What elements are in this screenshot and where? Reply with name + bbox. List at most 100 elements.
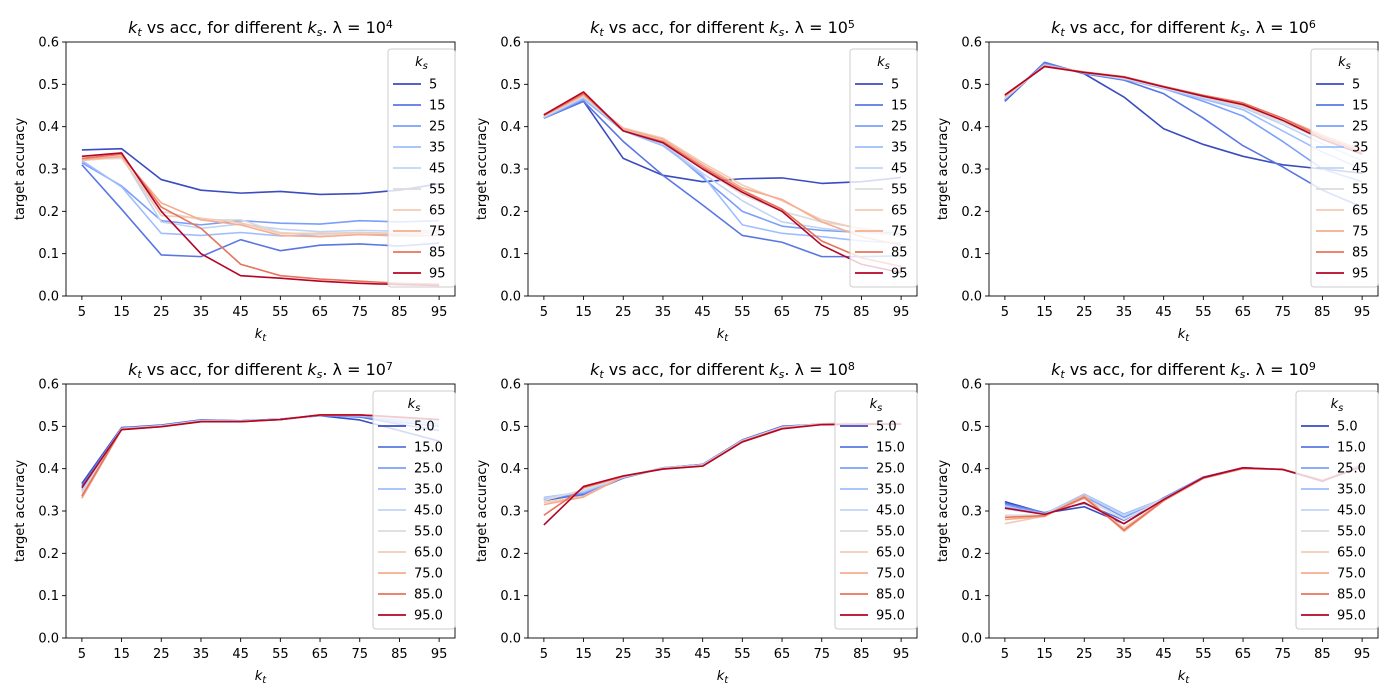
legend-label: 35.0: [414, 483, 443, 498]
chart-title: kt vs acc, for different ks. λ = 104: [128, 18, 393, 39]
x-tick-label: 85: [853, 647, 870, 662]
x-axis-label: kt: [255, 327, 268, 344]
x-axis-label-sub: t: [262, 333, 267, 344]
legend-label: 15.0: [1337, 441, 1366, 456]
legend-label: 95.0: [1337, 609, 1366, 624]
legend-box: [849, 48, 918, 288]
series-line-9: [1004, 65, 1363, 155]
legend-box: [834, 390, 918, 630]
legend-label: 45: [429, 162, 446, 177]
legend-label: 25.0: [414, 462, 443, 477]
x-tick-label: 25: [153, 305, 170, 320]
legend-label: 15: [429, 99, 446, 114]
y-tick-label: 0.2: [961, 205, 982, 220]
title-part-title-mid: vs acc, for different: [1065, 18, 1231, 37]
y-tick-label: 0.1: [500, 247, 521, 262]
title-part-title-sub: t: [137, 368, 142, 381]
x-axis-label-sub: t: [724, 333, 729, 344]
y-axis-label: target accuracy: [936, 118, 951, 221]
legend-label: 35: [891, 141, 908, 156]
x-axis-label-main: k: [717, 327, 725, 342]
y-tick-label: 0.1: [500, 589, 521, 604]
legend-title: ks: [415, 55, 428, 72]
y-tick-label: 0.3: [961, 163, 982, 178]
y-axis-label: target accuracy: [936, 460, 951, 563]
legend-box: [372, 390, 456, 630]
legend: ks 5.0 15.0 25.0 35.0 45.0 55.0 65.0 75.0 85.0 95.…: [834, 390, 918, 630]
legend-label: 15.0: [876, 441, 905, 456]
y-tick-label: 0.1: [961, 589, 982, 604]
legend-label: 5: [429, 78, 437, 93]
legend-label: 45.0: [876, 504, 905, 519]
x-axis-label-main: k: [717, 669, 725, 684]
x-tick-label: 15: [113, 647, 130, 662]
legend-label: 75: [891, 225, 908, 240]
series-line-1: [1004, 61, 1363, 208]
y-tick-label: 0.0: [38, 290, 59, 305]
legend-title-sub: s: [415, 403, 420, 414]
y-tick-label: 0.4: [500, 462, 521, 477]
x-tick-label: 15: [1036, 647, 1053, 662]
x-tick-label: 25: [615, 305, 632, 320]
x-tick-label: 25: [615, 647, 632, 662]
subplot-6: 0.00.10.20.30.40.50.65 15 25 35 45 55 65 75 85 95…: [936, 360, 1379, 686]
legend-label: 25.0: [876, 462, 905, 477]
legend-label: 45.0: [1337, 504, 1366, 519]
title-part-title-sub: t: [1060, 26, 1065, 39]
legend-title-sub: s: [877, 403, 882, 414]
x-tick-label: 45: [1155, 305, 1172, 320]
y-tick-label: 0.0: [500, 290, 521, 305]
series-line-6: [543, 94, 902, 238]
legend-label: 65.0: [414, 546, 443, 561]
y-tick-label: 0.0: [961, 632, 982, 647]
y-tick-label: 0.6: [500, 378, 521, 393]
x-tick-label: 85: [391, 647, 408, 662]
series-line-1: [543, 100, 902, 258]
series-line-3: [543, 97, 902, 244]
legend-label: 65: [1352, 204, 1369, 219]
x-tick-label: 5: [1001, 647, 1009, 662]
x-axis-label-sub: t: [724, 675, 729, 686]
x-tick-label: 85: [391, 305, 408, 320]
legend: ks5 15 25 35 45 55 65 75 85 95: [1310, 48, 1379, 288]
y-tick-label: 0.4: [38, 462, 59, 477]
x-tick-label: 15: [1036, 305, 1053, 320]
x-tick-label: 45: [1155, 647, 1172, 662]
x-tick-label: 75: [813, 305, 830, 320]
y-tick-label: 0.3: [38, 505, 59, 520]
y-tick-label: 0.2: [500, 547, 521, 562]
legend-title: ks: [877, 55, 890, 72]
legend-label: 35.0: [1337, 483, 1366, 498]
series-line-0: [1004, 62, 1363, 175]
y-tick-label: 0.2: [500, 205, 521, 220]
legend-label: 55.0: [876, 525, 905, 540]
legend-label: 35: [429, 141, 446, 156]
legend-label: 65: [429, 204, 446, 219]
x-tick-label: 95: [893, 305, 910, 320]
title-part-title-sub2: s: [1240, 368, 1246, 381]
title-part-title-k2: k: [769, 360, 779, 379]
legend-label: 45: [891, 162, 908, 177]
title-part-title-mid: vs acc, for different: [142, 360, 308, 379]
y-tick-label: 0.3: [500, 505, 521, 520]
title-part-title-sub: t: [599, 368, 604, 381]
legend-label: 85.0: [1337, 588, 1366, 603]
x-tick-label: 85: [1314, 305, 1331, 320]
x-tick-label: 25: [153, 647, 170, 662]
x-tick-label: 65: [774, 305, 791, 320]
title-part-title-sub2: s: [779, 368, 785, 381]
legend-label: 85.0: [876, 588, 905, 603]
x-axis-label-main: k: [255, 669, 263, 684]
x-axis-label-main: k: [255, 327, 263, 342]
title-part-title-lambda: . λ = 10: [784, 360, 848, 379]
title-part-title-k2: k: [1230, 18, 1240, 37]
x-tick-label: 5: [78, 305, 86, 320]
x-tick-label: 55: [1195, 305, 1212, 320]
x-tick-label: 35: [1116, 305, 1133, 320]
y-tick-label: 0.6: [38, 378, 59, 393]
subplot-2: 0.00.10.20.30.40.50.65 15 25 35 45 55 65 75 85 95…: [475, 18, 918, 344]
title-part-title-mid: vs acc, for different: [604, 18, 770, 37]
legend-label: 65: [891, 204, 908, 219]
subplot-1: 0.00.10.20.30.40.50.65 15 25 35 45 55 65 75 85 95…: [13, 18, 456, 344]
title-part-title-exp: 8: [848, 360, 855, 373]
